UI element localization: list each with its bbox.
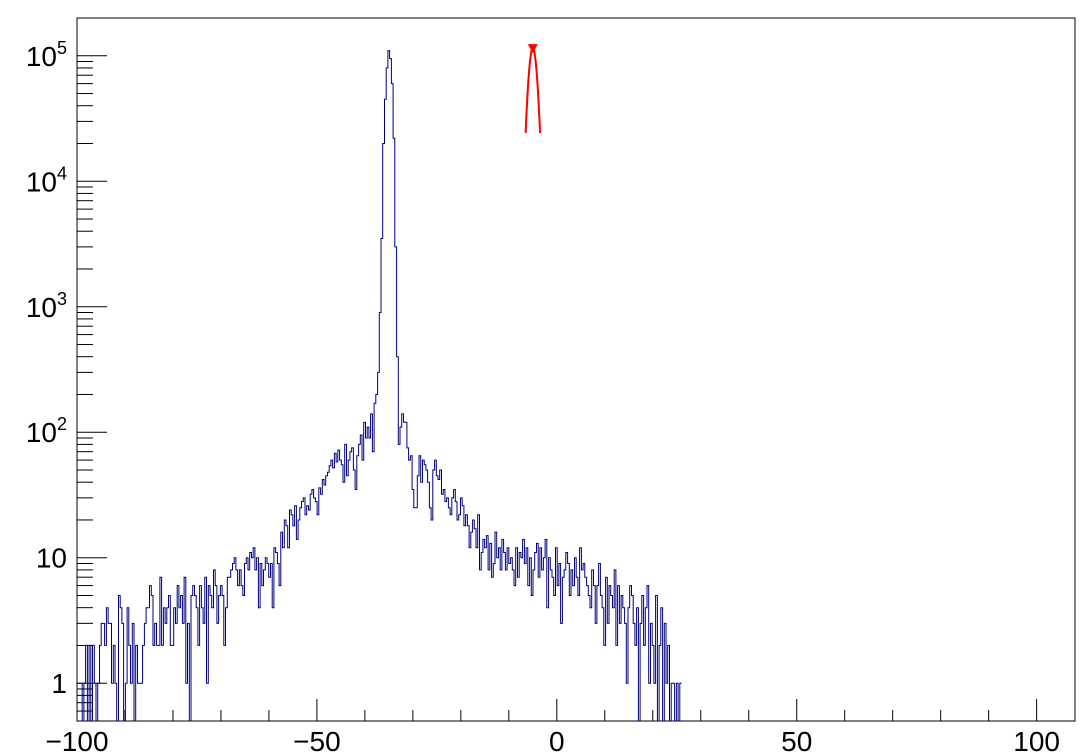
x-tick-label: 0	[549, 726, 565, 755]
y-tick-label: 1	[51, 668, 67, 699]
y-tick-label-base: 10	[26, 417, 57, 448]
x-tick-label: 50	[781, 726, 812, 755]
x-tick-label: −100	[45, 726, 108, 755]
y-tick-label-base: 1	[51, 668, 67, 699]
y-axis-ticks	[77, 17, 107, 722]
fit-curve	[524, 47, 541, 134]
x-tick-label: 100	[1013, 726, 1060, 755]
y-tick-label-exponent: 4	[57, 163, 67, 183]
y-tick-label-exponent: 5	[57, 38, 67, 58]
y-tick-label: 105	[26, 38, 67, 72]
plot-frame	[76, 17, 1076, 722]
fit-peak-marker	[527, 44, 538, 54]
fit-curve-series	[524, 44, 541, 134]
y-tick-label-base: 10	[26, 292, 57, 323]
histogram-line	[77, 50, 682, 721]
plot-frame-rect	[76, 17, 1076, 722]
y-tick-label-exponent: 3	[57, 289, 67, 309]
y-tick-label: 103	[26, 289, 67, 323]
x-axis-labels: −100 −50 0 50 100	[45, 726, 1060, 755]
y-tick-label-base: 10	[26, 166, 57, 197]
y-tick-label-exponent: 2	[57, 414, 67, 434]
y-tick-label-base: 10	[26, 41, 57, 72]
y-tick-label: 10	[36, 543, 67, 574]
y-tick-label-base: 10	[36, 543, 67, 574]
x-axis-ticks	[76, 699, 1038, 721]
x-tick-label: −50	[293, 726, 341, 755]
y-tick-label: 104	[26, 163, 67, 197]
histogram-series	[77, 50, 682, 721]
y-tick-label: 102	[26, 414, 67, 448]
